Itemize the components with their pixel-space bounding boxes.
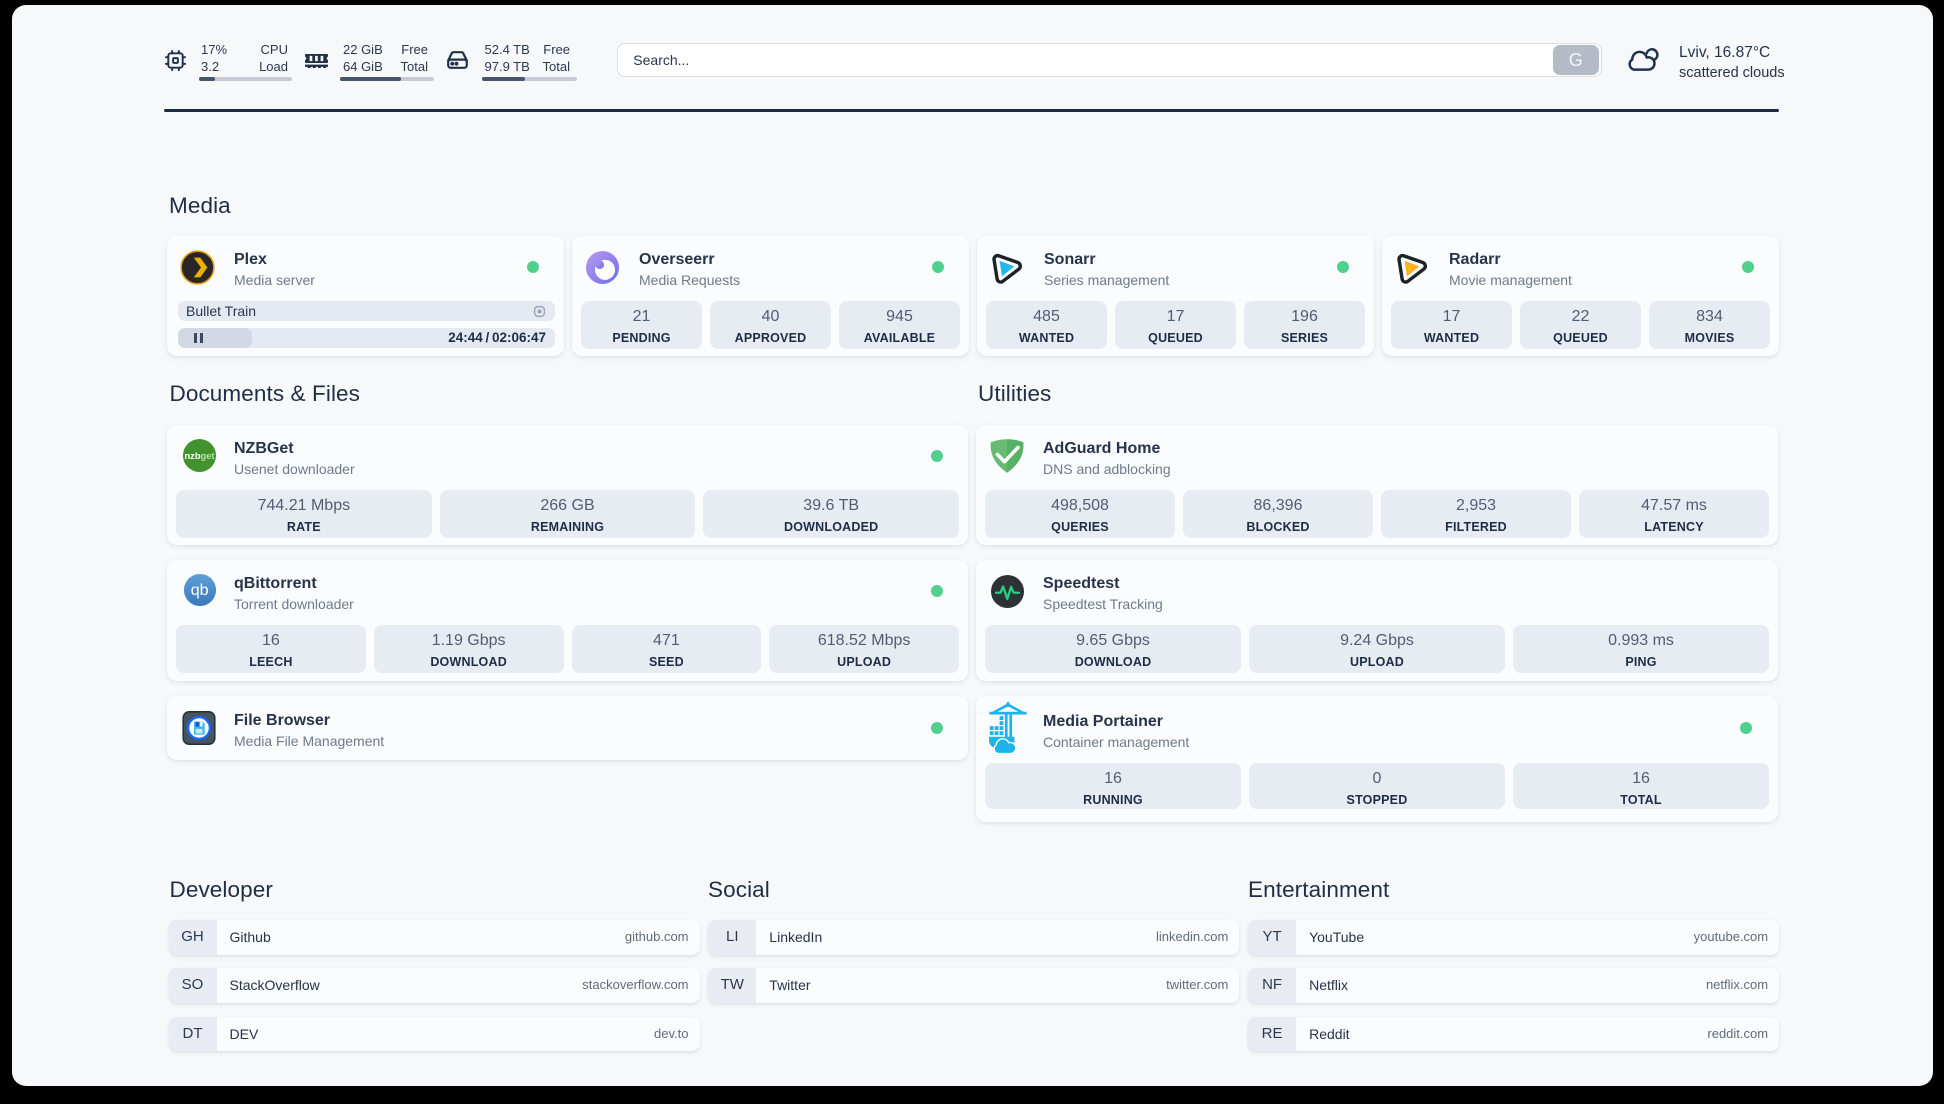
svg-text:qb: qb: [191, 581, 209, 599]
svg-text:nzbget: nzbget: [184, 451, 214, 461]
